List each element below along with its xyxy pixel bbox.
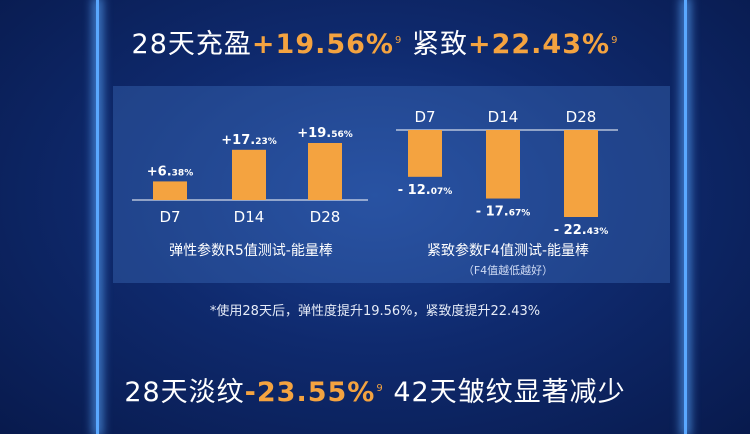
chart1-title: 弹性参数R5值测试-能量棒 (169, 243, 333, 259)
chart2-category-d14: D14 (488, 108, 519, 126)
chart1-value-label-d14: +17.23% (221, 133, 276, 148)
chart1-value-label-d28: +19.56% (297, 126, 352, 141)
headline-top-text2: 紧致 (411, 29, 468, 60)
chart2-subtitle: （F4值越低越好） (462, 264, 554, 277)
chart2-bar-d28 (564, 130, 598, 217)
right-glow-line (684, 0, 687, 434)
headline-bottom-sup1: 9 (376, 383, 384, 394)
chart2-value-label-d28: - 22.43% (554, 223, 609, 238)
chart1-category-d14: D14 (234, 208, 265, 226)
footnote: *使用28天后，弹性度提升19.56%，紧致度提升22.43% (209, 304, 541, 319)
headline-bottom-text1: 28天淡纹 (124, 377, 245, 408)
chart2-bar-d14 (486, 130, 520, 199)
chart2-value-label-d14: - 17.67% (476, 205, 531, 220)
headline-top: 28天充盈+19.56%9 紧致+22.43%9 (0, 22, 750, 61)
chart1-bar-d28 (308, 143, 342, 200)
chart1-bar-d7 (153, 181, 187, 200)
chart2-bar-d7 (408, 130, 442, 177)
headline-bottom-value1: -23.55% (244, 377, 376, 408)
chart2-category-d28: D28 (566, 108, 597, 126)
headline-bottom: 28天淡纹-23.55%9 42天皱纹显著减少 (0, 370, 750, 409)
headline-top-value2: +22.43% (467, 29, 611, 60)
headline-bottom-text2: 42天皱纹显著减少 (393, 377, 626, 408)
chart1-category-d7: D7 (159, 208, 180, 226)
chart1-bar-d14 (232, 149, 266, 200)
chart2-title: 紧致参数F4值测试-能量棒 (426, 243, 589, 259)
left-glow-line (96, 0, 99, 434)
chart1-category-d28: D28 (310, 208, 341, 226)
headline-top-sup2: 9 (611, 35, 619, 46)
chart2-value-label-d7: - 12.07% (398, 183, 453, 198)
headline-top-text1: 28天充盈 (131, 29, 252, 60)
headline-top-value1: +19.56% (251, 29, 394, 60)
headline-top-sup1: 9 (395, 35, 403, 46)
chart1-value-label-d7: +6.38% (147, 164, 193, 179)
chart2-category-d7: D7 (414, 108, 435, 126)
